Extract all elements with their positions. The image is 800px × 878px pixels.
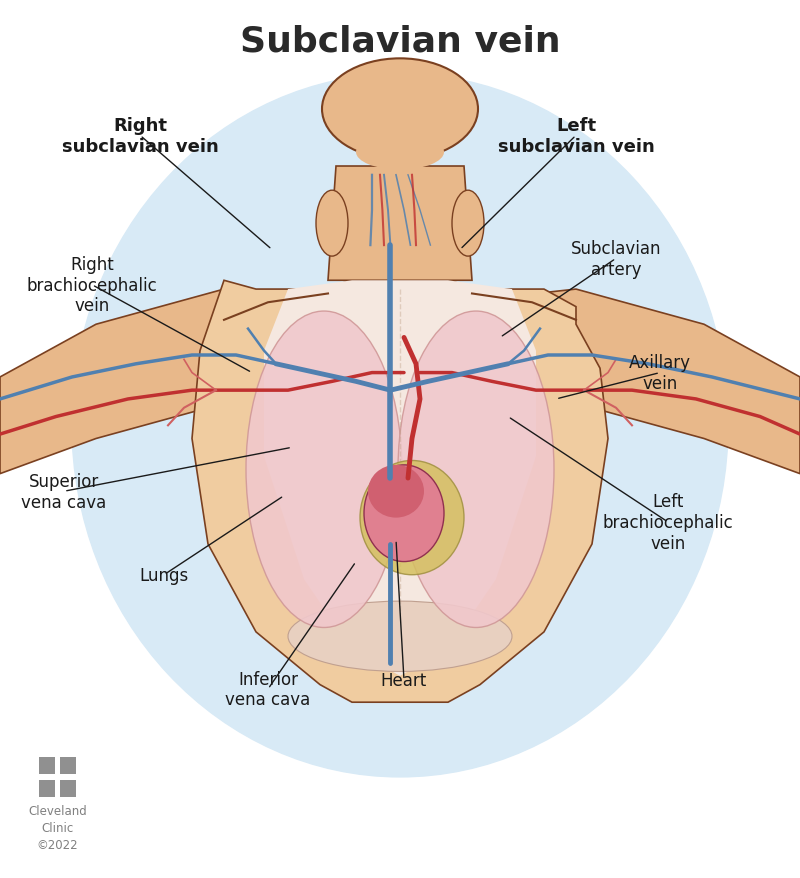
Ellipse shape	[72, 75, 728, 777]
Ellipse shape	[398, 312, 554, 628]
Text: Superior
vena cava: Superior vena cava	[22, 472, 106, 511]
Bar	[60, 780, 76, 797]
Ellipse shape	[452, 191, 484, 256]
Text: Subclavian
artery: Subclavian artery	[570, 240, 662, 278]
Text: Lungs: Lungs	[139, 566, 189, 584]
Text: Right
brachiocephalic
vein: Right brachiocephalic vein	[26, 255, 158, 315]
Text: Left
brachiocephalic
vein: Left brachiocephalic vein	[602, 493, 734, 552]
Ellipse shape	[368, 465, 424, 518]
Text: Subclavian vein: Subclavian vein	[240, 25, 560, 59]
Text: Axillary
vein: Axillary vein	[629, 354, 691, 392]
Text: Right
subclavian vein: Right subclavian vein	[62, 117, 218, 155]
Polygon shape	[328, 167, 472, 281]
Ellipse shape	[246, 312, 402, 628]
Bar	[39, 780, 55, 797]
Text: Inferior
vena cava: Inferior vena cava	[226, 670, 310, 709]
Ellipse shape	[364, 465, 444, 562]
Text: Left
subclavian vein: Left subclavian vein	[498, 117, 654, 155]
Polygon shape	[264, 281, 536, 676]
Polygon shape	[0, 290, 304, 474]
Ellipse shape	[316, 191, 348, 256]
Ellipse shape	[288, 601, 512, 672]
Ellipse shape	[322, 60, 478, 160]
Text: Heart: Heart	[381, 672, 427, 689]
Text: Cleveland
Clinic
©2022: Cleveland Clinic ©2022	[28, 804, 87, 851]
Ellipse shape	[360, 461, 464, 575]
Ellipse shape	[356, 135, 444, 170]
Bar	[39, 757, 55, 774]
Polygon shape	[192, 281, 608, 702]
Polygon shape	[496, 290, 800, 474]
Bar	[60, 757, 76, 774]
